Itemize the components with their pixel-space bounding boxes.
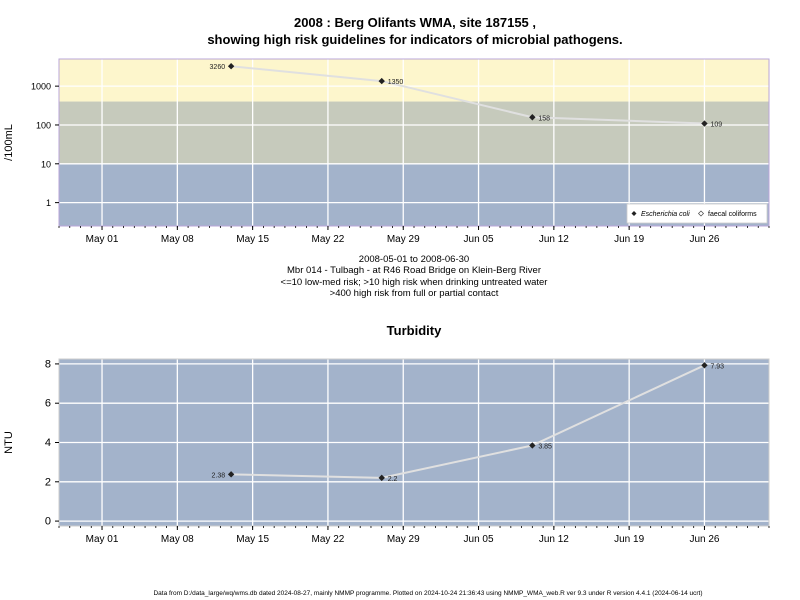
data-label: 158: [538, 115, 550, 122]
turbidity-title: Turbidity: [387, 323, 442, 338]
site-description-text: Mbr 014 - Tulbagh - at R46 Road Bridge o…: [287, 265, 541, 276]
turbidity-panel: May 01 May 08 May 15 May 22 May 29 Jun 05 Jun …: [3, 358, 770, 545]
x-tick-label: May 22: [312, 534, 345, 545]
data-label: 3.85: [538, 443, 552, 450]
x-tick-label: Jun 05: [464, 534, 494, 545]
y-tick-label: 1: [46, 198, 51, 208]
y-tick-label: 6: [45, 398, 51, 410]
drinking-risk-note: <=10 low-med risk; >10 high risk when dr…: [281, 277, 548, 288]
series-line: [231, 65, 705, 125]
x-tick-label: Jun 05: [464, 234, 494, 245]
x-tick-label: May 15: [236, 234, 269, 245]
x-tick-label: May 08: [161, 234, 194, 245]
date-range-text: 2008-05-01 to 2008-06-30: [359, 254, 469, 265]
y-tick-label: 4: [45, 437, 51, 449]
legend-faecal-label: faecal coliforms: [708, 211, 757, 218]
x-tick-label: Jun 12: [539, 234, 569, 245]
data-point: [529, 114, 536, 121]
data-point: [701, 362, 708, 369]
data-label: 7.93: [710, 363, 724, 370]
data-point: [701, 120, 708, 127]
y-tick-label: 8: [45, 358, 51, 370]
x-tick-label: May 01: [86, 234, 119, 245]
x-tick-label: May 15: [236, 534, 269, 545]
contact-risk-note: >400 high risk from full or partial cont…: [330, 288, 499, 299]
x-tick-label: May 01: [86, 534, 119, 545]
data-point: [227, 471, 235, 478]
x-tick-label: May 22: [312, 234, 345, 245]
x-tick-label: May 29: [387, 234, 420, 245]
data-label: 2.38: [211, 472, 225, 479]
legend-ecoli-marker: [631, 211, 637, 216]
x-tick-label: Jun 12: [539, 534, 569, 545]
legend-box: [626, 203, 768, 224]
y-tick-label: 2: [45, 476, 51, 488]
data-label: 1350: [388, 79, 404, 86]
data-label: 109: [710, 122, 722, 129]
data-label: 3260: [210, 64, 226, 71]
y-axis-label: NTU: [3, 431, 15, 454]
data-point: [378, 77, 385, 85]
x-tick-label: Jun 26: [689, 534, 719, 545]
chart-title-line-1: 2008 : Berg Olifants WMA, site 187155 ,: [294, 15, 536, 30]
risk-band-1: [59, 101, 769, 164]
y-tick-label: 10: [41, 159, 51, 169]
x-tick-label: Jun 26: [689, 234, 719, 245]
data-point: [378, 474, 385, 482]
y-tick-label: 100: [36, 120, 51, 130]
risk-band-2: [59, 59, 769, 102]
x-tick-label: Jun 19: [614, 234, 644, 245]
legend-faecal-marker: [698, 210, 704, 217]
chart-title-line-2: showing high risk guidelines for indicat…: [207, 32, 622, 47]
x-tick-label: May 08: [161, 534, 194, 545]
series-line: [231, 364, 705, 479]
y-tick-label: 1000: [31, 82, 51, 92]
x-tick-label: May 29: [387, 534, 420, 545]
x-tick-label: Jun 19: [614, 534, 644, 545]
ecoli-panel: May 01 May 08 May 15 May 22 May 29 Jun 05 Jun …: [3, 58, 770, 245]
data-label: 2.2: [388, 476, 398, 483]
footer-note: Data from D:/data_large/wq/wms.db dated …: [153, 590, 702, 597]
data-point: [227, 63, 235, 70]
legend-ecoli-label: Escherichia coli: [641, 211, 690, 218]
y-tick-label: 0: [45, 516, 51, 528]
data-point: [529, 442, 536, 449]
y-axis-label: /100mL: [3, 124, 15, 161]
